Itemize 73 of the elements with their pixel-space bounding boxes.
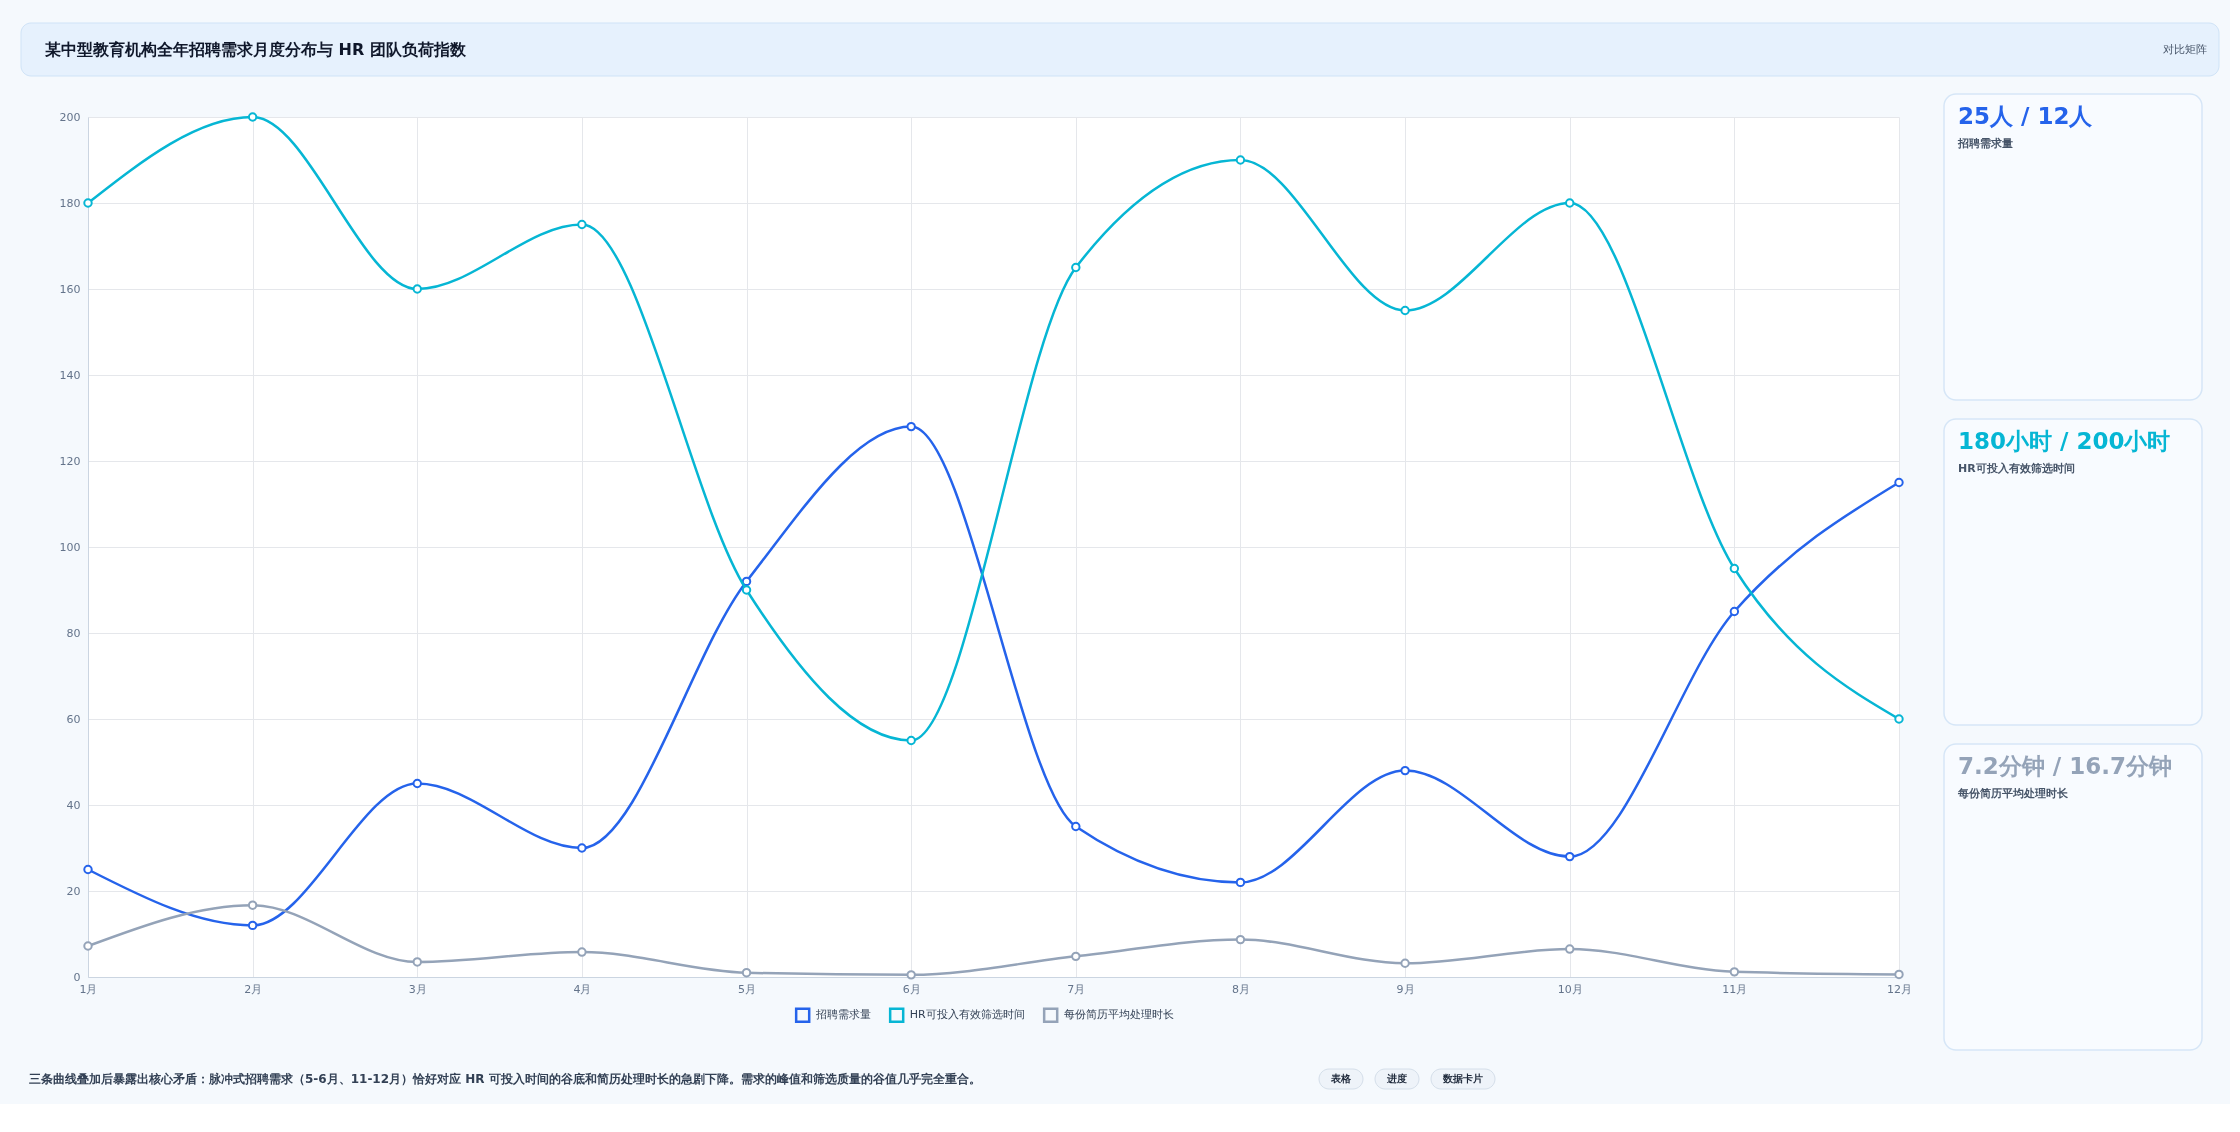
text: 7.2分钟 / 16.7分钟 bbox=[1958, 753, 2172, 779]
point bbox=[1894, 714, 1904, 724]
y-tick-label: 80 bbox=[66, 626, 81, 640]
point bbox=[1400, 958, 1410, 968]
x-tick-label: 5月 bbox=[738, 982, 757, 996]
y-tick-label: 60 bbox=[66, 712, 81, 726]
point bbox=[83, 198, 93, 208]
point bbox=[577, 947, 587, 957]
point bbox=[1235, 934, 1246, 945]
text: 对比矩阵 bbox=[2163, 42, 2207, 56]
y-tick-label: 120 bbox=[59, 454, 81, 468]
point bbox=[83, 864, 93, 875]
x-tick-label: 1月 bbox=[79, 982, 98, 996]
point bbox=[247, 920, 258, 931]
point bbox=[412, 284, 422, 294]
point bbox=[247, 112, 258, 122]
point bbox=[412, 778, 422, 789]
y-tick-label: 140 bbox=[59, 368, 81, 382]
point bbox=[1235, 155, 1246, 165]
x-tick-label: 4月 bbox=[573, 982, 592, 996]
point bbox=[906, 970, 916, 980]
y-tick-label: 40 bbox=[66, 798, 81, 812]
point bbox=[1565, 944, 1575, 954]
point bbox=[83, 941, 93, 951]
point bbox=[741, 585, 752, 595]
text: 招聘需求量 bbox=[1957, 137, 2013, 150]
point bbox=[1071, 951, 1081, 962]
legend-label: 招聘需求量 bbox=[814, 1008, 871, 1022]
y-tick-label: 180 bbox=[59, 196, 81, 210]
point bbox=[1729, 967, 1740, 977]
chart-title: 某中型教育机构全年招聘需求月度分布与 HR 团队负荷指数 bbox=[44, 39, 467, 59]
point bbox=[1235, 877, 1246, 888]
point bbox=[1071, 821, 1081, 832]
text: 每份简历平均处理时长 bbox=[1957, 787, 2069, 800]
text: 数据卡片 bbox=[1442, 1073, 1483, 1084]
text: 表格 bbox=[1330, 1073, 1352, 1084]
point bbox=[1729, 606, 1740, 617]
point bbox=[1894, 477, 1904, 488]
y-tick-label: 160 bbox=[59, 282, 81, 296]
point bbox=[1565, 851, 1575, 862]
point bbox=[577, 843, 587, 853]
x-tick-label: 6月 bbox=[902, 982, 921, 996]
point bbox=[1729, 563, 1740, 574]
text: 进度 bbox=[1386, 1073, 1407, 1084]
x-tick-label: 7月 bbox=[1067, 982, 1086, 996]
point bbox=[1565, 198, 1575, 208]
x-tick-label: 10月 bbox=[1557, 982, 1583, 996]
point bbox=[741, 968, 752, 978]
x-tick-label: 11月 bbox=[1722, 982, 1748, 996]
point bbox=[1894, 969, 1904, 980]
point bbox=[247, 900, 258, 910]
text: 180小时 / 200小时 bbox=[1958, 428, 2171, 454]
legend-label: HR可投入有效筛选时间 bbox=[909, 1008, 1025, 1022]
text: 三条曲线叠加后暴露出核心矛盾：脉冲式招聘需求（5-6月、11-12月）恰好对应 HR 可投入时间的谷底和简历处理时长的急剧下降。需求的峰值和筛选质量的谷值几乎完全重合。 bbox=[29, 1072, 981, 1086]
text: 25人 / 12人 bbox=[1958, 103, 2094, 129]
text: HR可投入有效筛选时间 bbox=[1958, 462, 2075, 475]
legend-label: 每份简历平均处理时长 bbox=[1063, 1008, 1174, 1022]
y-tick-label: 0 bbox=[73, 970, 81, 984]
point bbox=[412, 957, 422, 967]
point bbox=[577, 219, 587, 230]
x-tick-label: 9月 bbox=[1396, 982, 1415, 996]
point bbox=[906, 735, 916, 746]
y-tick-label: 200 bbox=[59, 110, 81, 124]
point bbox=[1400, 305, 1410, 316]
x-tick-label: 3月 bbox=[408, 982, 427, 996]
point bbox=[906, 421, 916, 432]
y-tick-label: 20 bbox=[66, 884, 81, 898]
y-tick-label: 100 bbox=[59, 540, 81, 554]
x-tick-label: 2月 bbox=[244, 982, 263, 996]
x-tick-label: 8月 bbox=[1231, 982, 1250, 996]
x-tick-label: 12月 bbox=[1887, 982, 1912, 996]
point bbox=[1071, 262, 1081, 273]
point bbox=[1400, 765, 1410, 776]
